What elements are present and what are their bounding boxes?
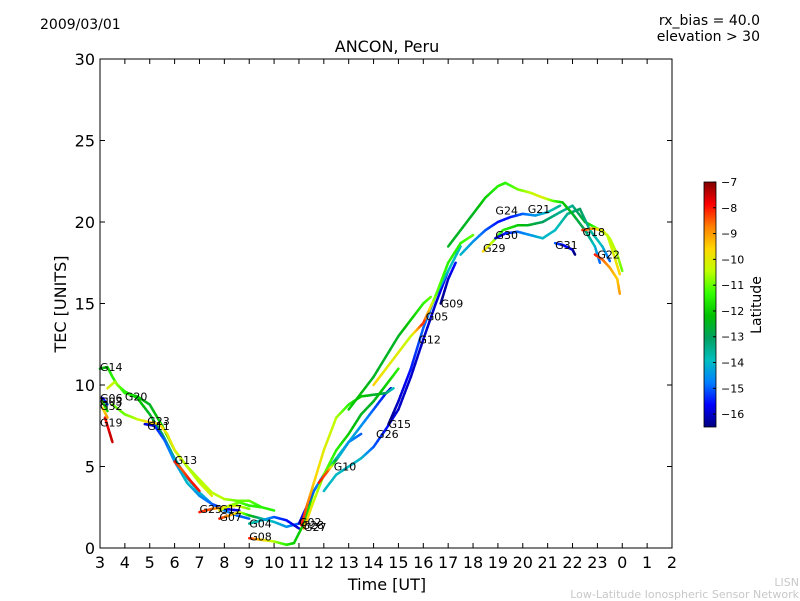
series-G26 (324, 271, 448, 491)
y-tick-label: 10 (75, 376, 95, 395)
y-axis-label: TEC [UNITS] (51, 256, 70, 354)
colorbar-label: Latitude (749, 276, 765, 334)
satellite-label-G31: G31 (555, 239, 578, 252)
x-tick-label: 18 (463, 553, 483, 572)
satellite-label-G11: G11 (147, 420, 170, 433)
y-tick-label: 15 (75, 295, 95, 314)
colorbar-tick-label: −10 (721, 253, 744, 266)
x-tick-label: 14 (363, 553, 383, 572)
series-segment (471, 235, 473, 236)
series-segment (621, 268, 622, 271)
colorbar-tick-label: −14 (721, 357, 744, 370)
x-tick-label: 4 (120, 553, 130, 572)
x-tick-label: 11 (289, 553, 309, 572)
x-tick-label: 23 (587, 553, 607, 572)
satellite-label-G18: G18 (582, 226, 605, 239)
series-G11 (145, 424, 240, 510)
x-tick-label: 13 (339, 553, 359, 572)
x-tick-label: 17 (438, 553, 458, 572)
x-tick-label: 5 (145, 553, 155, 572)
x-axis-label: Time [UT] (347, 575, 426, 594)
x-tick-label: 21 (537, 553, 557, 572)
satellite-label-G08: G08 (249, 531, 272, 544)
x-tick-label: 1 (642, 553, 652, 572)
x-tick-label: 16 (413, 553, 433, 572)
y-tick-label: 25 (75, 132, 95, 151)
satellite-label-G22: G22 (597, 249, 620, 262)
series-segment (210, 494, 212, 496)
y-tick-label: 30 (75, 50, 95, 69)
series-segment (558, 206, 560, 207)
satellite-label-G19: G19 (100, 416, 123, 429)
y-tick-label: 5 (85, 458, 95, 477)
satellite-label-G04: G04 (249, 518, 272, 531)
satellite-label-G07: G07 (219, 511, 242, 524)
colorbar-tick-label: −7 (721, 176, 737, 189)
colorbar-tick-label: −15 (721, 382, 744, 395)
series-segment (198, 489, 200, 491)
x-tick-label: 19 (488, 553, 508, 572)
y-tick-label: 0 (85, 539, 95, 558)
series-segment (392, 388, 393, 389)
colorbar-tick-label: −9 (721, 228, 737, 241)
y-axis: 0 5 10 15 20 25 30 (75, 50, 672, 558)
series-segment (272, 510, 274, 511)
satellite-label-G14: G14 (100, 361, 123, 374)
x-tick-label: 7 (194, 553, 204, 572)
x-tick-label: 9 (244, 553, 254, 572)
series-segment (430, 297, 431, 298)
satellite-label-G29: G29 (483, 242, 506, 255)
satellite-label-G24: G24 (495, 205, 518, 218)
series-segment (454, 263, 455, 266)
y-tick-label: 20 (75, 213, 95, 232)
series-segment (396, 369, 398, 372)
x-tick-label: 15 (388, 553, 408, 572)
satellite-label-G21: G21 (528, 203, 551, 216)
colorbar-tick-label: −12 (721, 305, 744, 318)
satellite-label-G20: G20 (125, 390, 148, 403)
colorbar-gradient (704, 182, 716, 427)
colorbar: −7 −8 −9 −10 −11 −12 −13 −14 −15 −16 (704, 176, 744, 427)
satellite-label-G30: G30 (495, 229, 518, 242)
series-segment (619, 271, 620, 274)
series-segment (359, 434, 361, 435)
x-tick-label: 8 (219, 553, 229, 572)
x-tick-label: 20 (513, 553, 533, 572)
satellite-label-G27: G27 (304, 521, 327, 534)
satellite-label-G15: G15 (388, 418, 411, 431)
series-G28 (301, 388, 393, 525)
x-tick-label: 3 (95, 553, 105, 572)
chart-title: ANCON, Peru (335, 37, 439, 56)
x-tick-label: 0 (617, 553, 627, 572)
series-G10 (319, 434, 361, 483)
satellite-label-G10: G10 (334, 461, 357, 474)
colorbar-tick-label: −16 (721, 408, 744, 421)
x-tick-label: 6 (170, 553, 180, 572)
satellite-labels: G14G20G23G11G13G19G06G03G32G25G17G07G04G… (100, 203, 620, 544)
satellite-label-G09: G09 (441, 298, 464, 311)
x-tick-label: 12 (314, 553, 334, 572)
colorbar-tick-label: −11 (721, 279, 744, 292)
x-tick-label: 22 (562, 553, 582, 572)
x-tick-label: 2 (667, 553, 677, 572)
colorbar-tick-label: −8 (721, 202, 737, 215)
colorbar-tick-label: −13 (721, 331, 744, 344)
series-segment (247, 508, 249, 509)
x-tick-label: 10 (264, 553, 284, 572)
satellite-label-G12: G12 (418, 333, 441, 346)
satellite-label-G32: G32 (100, 400, 123, 413)
series-layer (100, 183, 622, 545)
satellite-label-G13: G13 (175, 454, 198, 467)
satellite-label-G05: G05 (426, 311, 449, 324)
